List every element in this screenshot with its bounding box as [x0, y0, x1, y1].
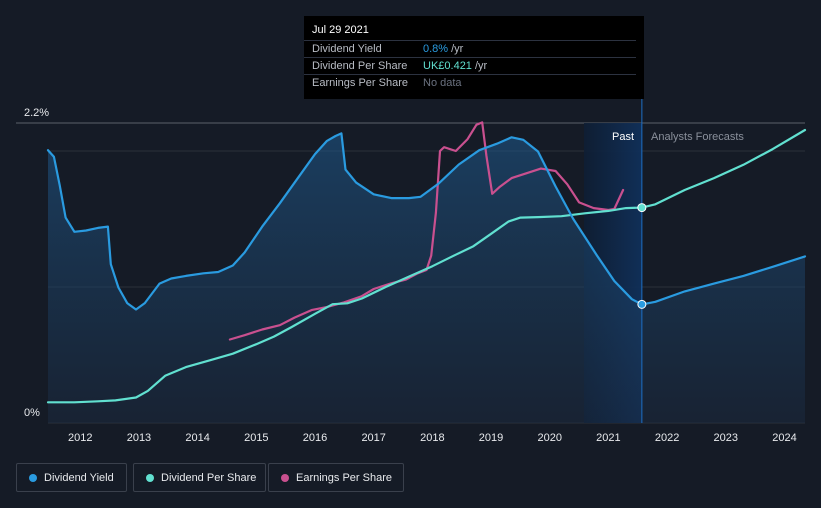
legend-item-dividend-yield[interactable]: Dividend Yield — [16, 463, 127, 492]
tooltip-row-dividend-yield: Dividend Yield 0.8%/yr — [304, 40, 636, 58]
dividend-yield-area — [48, 133, 805, 423]
x-tick-label: 2019 — [479, 432, 503, 444]
tooltip-label: Earnings Per Share — [312, 77, 408, 89]
x-tick-label: 2018 — [420, 432, 444, 444]
x-tick-label: 2013 — [127, 432, 151, 444]
dividend-yield-legend-dot — [29, 473, 37, 482]
dividend-per-share-legend-dot — [146, 473, 154, 482]
x-axis-ticks: 2012 2013 2014 2015 2016 2017 2018 2019 2020 2021… — [68, 432, 797, 444]
x-tick-label: 2014 — [185, 432, 209, 444]
x-tick-label: 2015 — [244, 432, 268, 444]
x-tick-label: 2012 — [68, 432, 92, 444]
earnings-per-share-line — [228, 121, 625, 341]
dividend-yield-line — [46, 132, 807, 311]
legend-label: Dividend Per Share — [161, 471, 257, 484]
legend-label: Dividend Yield — [44, 471, 114, 484]
x-tick-label: 2020 — [537, 432, 561, 444]
tooltip-label: Dividend Yield — [312, 43, 382, 55]
tooltip-value: 0.8%/yr — [423, 43, 464, 55]
legend-item-dividend-per-share[interactable]: Dividend Per Share — [133, 463, 266, 492]
legend-label: Earnings Per Share — [296, 471, 392, 484]
analysts-forecasts-label: Analysts Forecasts — [651, 131, 744, 143]
tooltip-value: No data — [423, 77, 462, 89]
earnings-per-share-legend-dot — [281, 473, 289, 482]
dividend-per-share-hover-point — [637, 203, 647, 213]
tooltip-label: Dividend Per Share — [312, 60, 408, 72]
tooltip-value: UK£0.421/yr — [423, 60, 488, 72]
x-tick-label: 2021 — [596, 432, 620, 444]
x-tick-label: 2016 — [303, 432, 327, 444]
tooltip-row-earnings-per-share: Earnings Per Share No data — [304, 74, 636, 92]
y-tick-label-bottom: 0% — [24, 407, 40, 419]
x-tick-label: 2024 — [772, 432, 796, 444]
x-tick-label: 2022 — [655, 432, 679, 444]
tooltip-row-dividend-per-share: Dividend Per Share UK£0.421/yr — [304, 57, 636, 75]
legend-item-earnings-per-share[interactable]: Earnings Per Share — [268, 463, 404, 492]
hover-tooltip: Jul 29 2021 Dividend Yield 0.8%/yr Divid… — [304, 16, 644, 99]
tooltip-date: Jul 29 2021 — [312, 24, 369, 36]
x-tick-label: 2023 — [714, 432, 738, 444]
y-tick-label-top: 2.2% — [24, 107, 49, 119]
dividend-yield-hover-point — [637, 299, 647, 309]
x-tick-label: 2017 — [361, 432, 385, 444]
past-label: Past — [612, 131, 634, 143]
